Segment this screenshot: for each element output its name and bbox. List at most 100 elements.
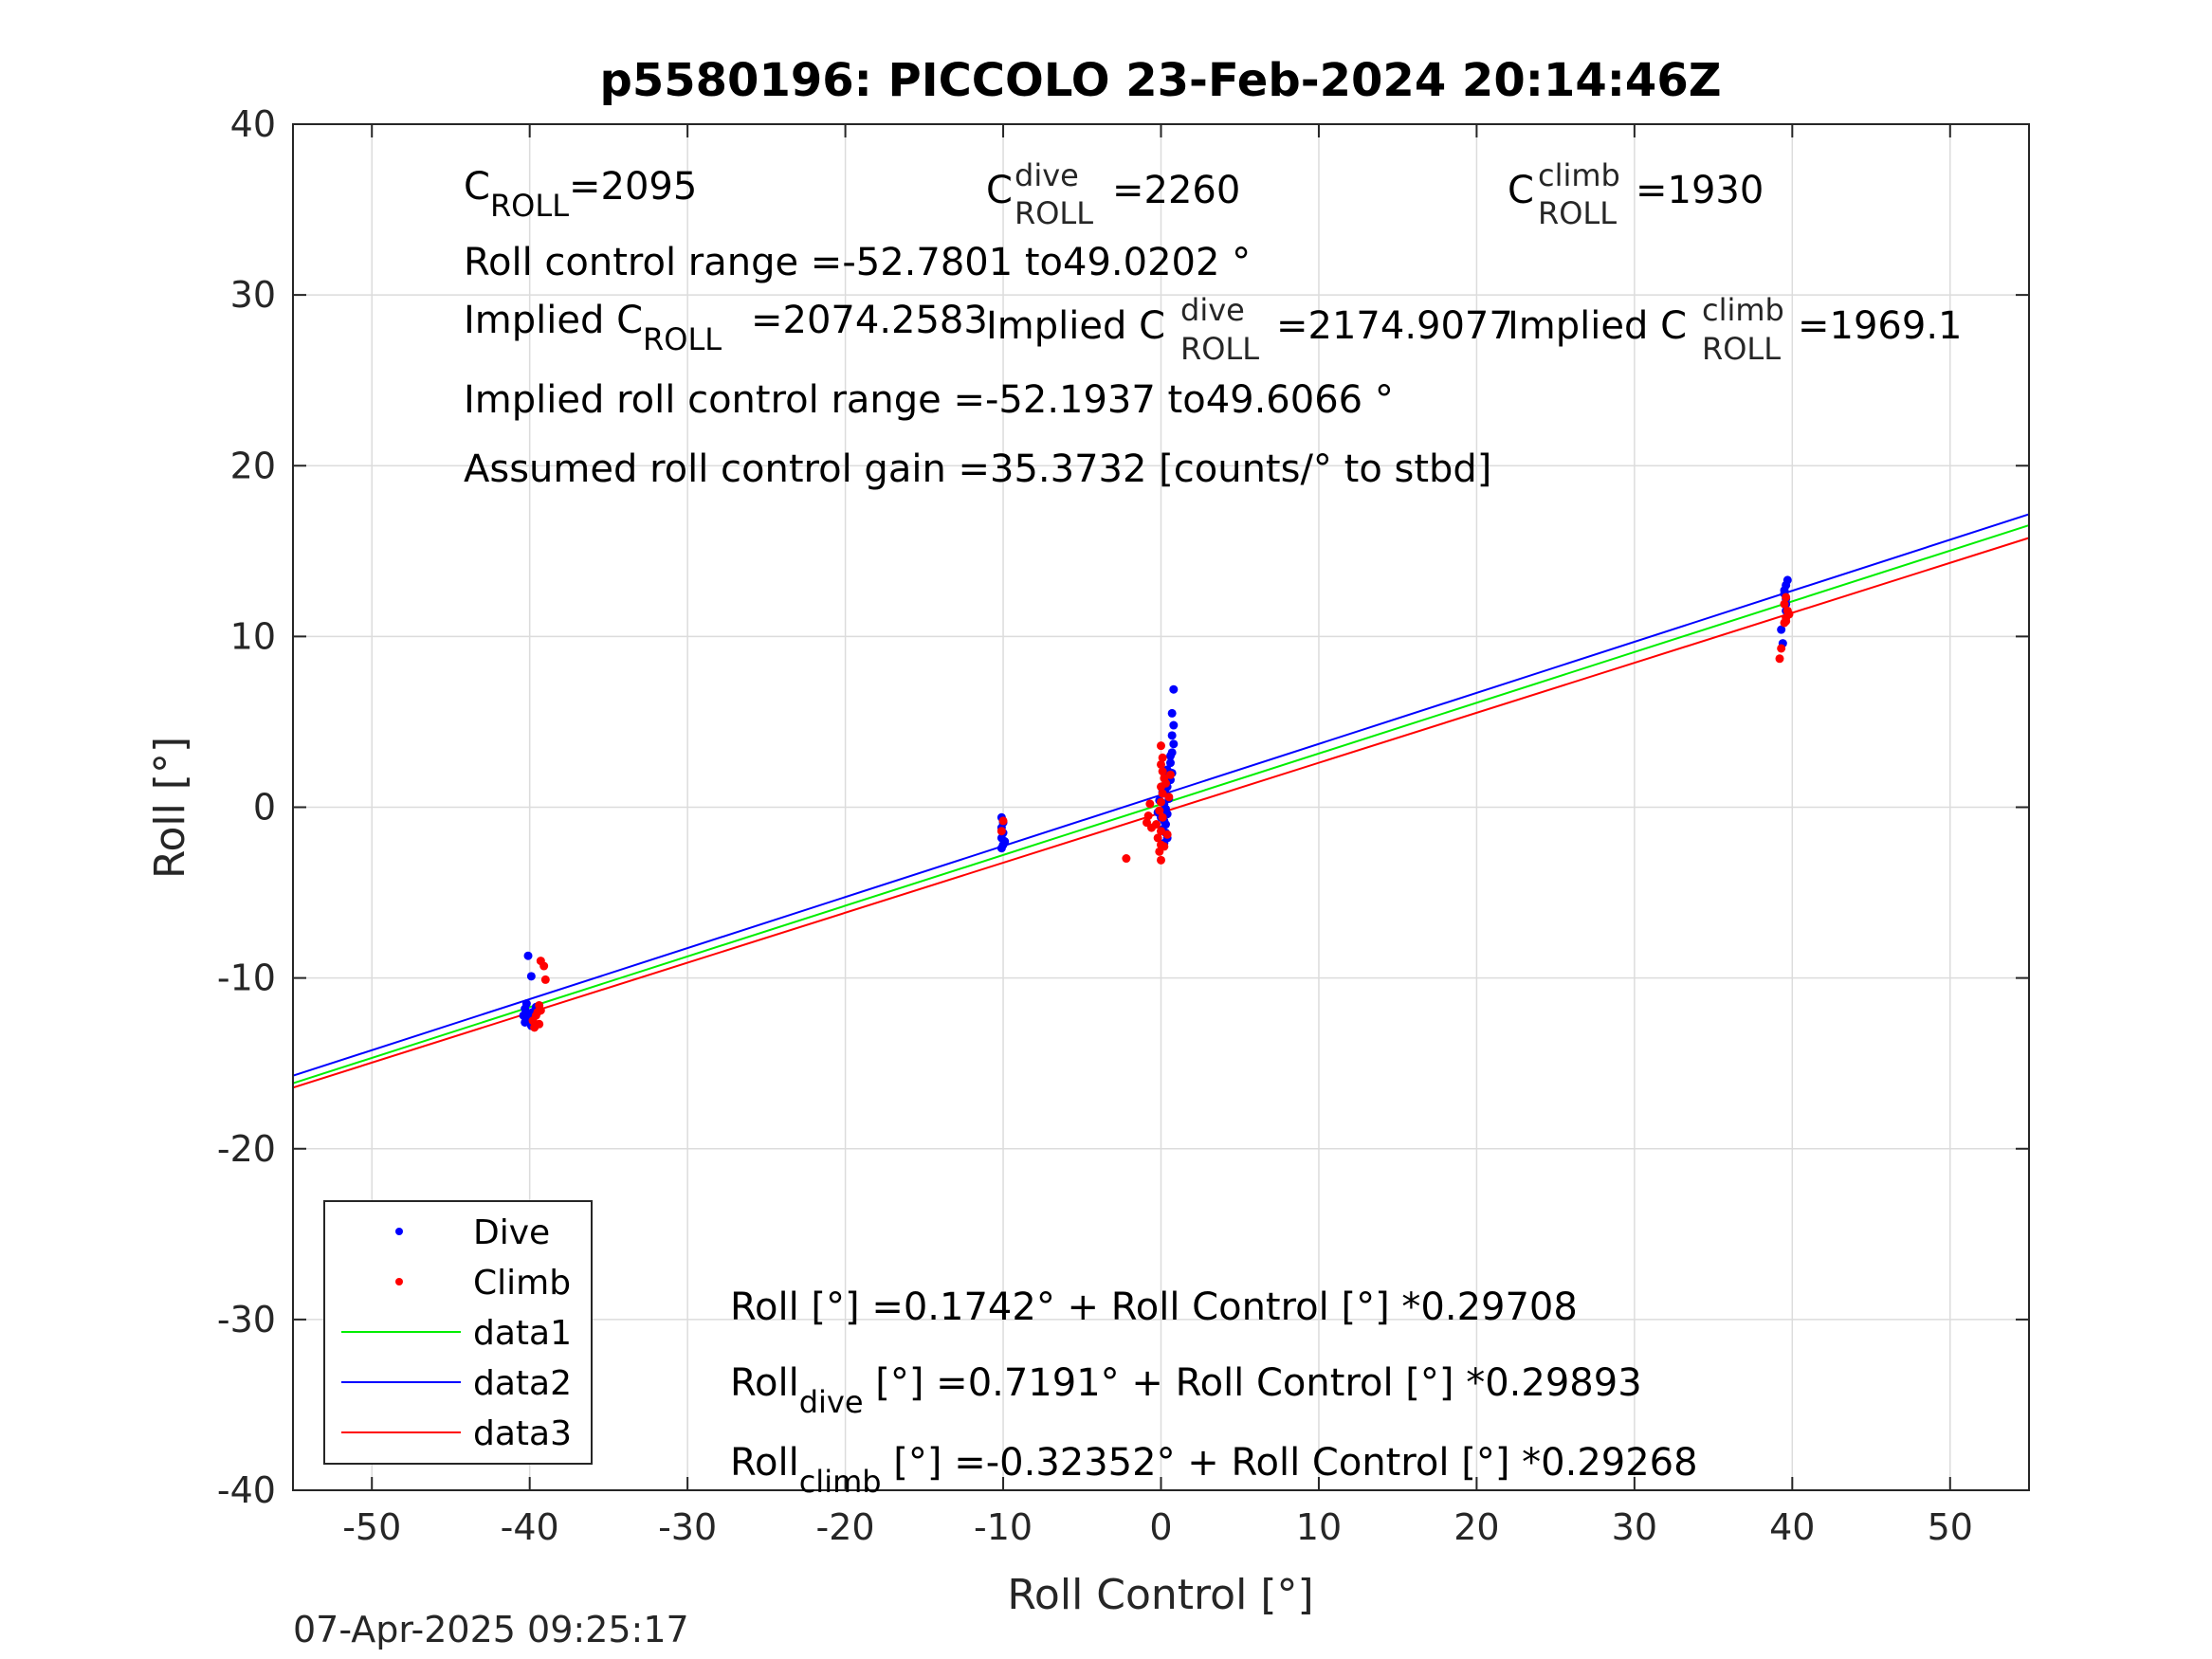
point-climb: [998, 816, 1008, 826]
annotation-implied-c-roll: Implied CROLL: [464, 299, 722, 357]
annotation-c-roll-dive-sup: dive: [1015, 157, 1079, 193]
x-tick-label: 30: [1612, 1506, 1657, 1548]
annotation-roll-control-range: Roll control range =-52.7801 to49.0202 °: [464, 241, 1251, 284]
point-climb: [1782, 592, 1791, 602]
point-climb: [1157, 741, 1165, 751]
point-dive: [1777, 625, 1786, 634]
annotation-fit-climb-base: Roll: [730, 1441, 799, 1485]
x-tick-label: -50: [342, 1506, 401, 1548]
annotation-implied-c-roll-sub: ROLL: [643, 321, 722, 357]
point-climb: [1157, 827, 1165, 836]
x-axis-label: Roll Control [°]: [1007, 1571, 1313, 1619]
point-dive: [1169, 684, 1179, 694]
data-points: [519, 575, 1794, 1032]
annotation-c-roll-climb-sub: ROLL: [1538, 195, 1617, 231]
x-tick-label: -40: [501, 1506, 559, 1548]
point-climb: [1153, 833, 1162, 843]
annotation-implied-c-roll-value: =2074.2583: [751, 299, 988, 342]
y-tick-label: 30: [230, 274, 276, 316]
x-tick-label: 40: [1769, 1506, 1815, 1548]
point-climb: [1157, 855, 1165, 865]
point-climb: [1143, 818, 1152, 828]
y-tick-label: -10: [217, 957, 276, 999]
annotation-fit-all: Roll [°] =0.1742° + Roll Control [°] *0.…: [730, 1285, 1578, 1329]
y-tick-label: -20: [217, 1128, 276, 1170]
point-climb: [1157, 797, 1165, 807]
point-climb: [1158, 753, 1167, 762]
point-climb: [1162, 830, 1172, 839]
annotation-c-roll-climb-base: C: [1508, 169, 1534, 212]
point-climb: [1782, 616, 1791, 626]
point-dive: [1165, 758, 1175, 768]
point-climb: [1145, 799, 1155, 809]
x-tick-label: -20: [816, 1506, 875, 1548]
annotation-c-roll: CROLL=2095: [464, 165, 697, 224]
legend: Dive Climb data1 data2 data3: [323, 1200, 593, 1465]
point-climb: [1777, 644, 1786, 653]
annotation-implied-roll-control-range: Implied roll control range =-52.1937 to4…: [464, 378, 1394, 422]
annotation-implied-c-roll-base: Implied C: [464, 299, 643, 342]
point-dive: [521, 1017, 530, 1027]
legend-dive-label: Dive: [473, 1213, 550, 1252]
point-climb: [1161, 778, 1170, 788]
point-dive: [1169, 720, 1179, 730]
legend-dive-marker: [395, 1228, 403, 1235]
y-tick-label: -40: [217, 1469, 276, 1511]
point-climb: [1158, 767, 1167, 776]
point-climb: [528, 1016, 538, 1026]
annotation-fit-climb-value: [°] =-0.32352° + Roll Control [°] *0.292…: [882, 1441, 1698, 1485]
annotation-implied-c-roll-dive-value: =2174.9077: [1276, 304, 1513, 348]
legend-data3-label: data3: [473, 1414, 572, 1453]
footer-timestamp: 07-Apr-2025 09:25:17: [293, 1609, 689, 1650]
annotation-fit-dive: Rolldive [°] =0.7191° + Roll Control [°]…: [730, 1361, 1642, 1420]
annotation-implied-c-roll-dive-sup: dive: [1180, 292, 1245, 328]
annotation-implied-c-roll-dive-sub: ROLL: [1180, 331, 1259, 367]
annotation-assumed-gain: Assumed roll control gain =35.3732 [coun…: [464, 447, 1491, 491]
point-dive: [523, 951, 533, 960]
point-dive: [526, 972, 536, 981]
point-climb: [1158, 789, 1167, 798]
legend-data2-label: data2: [473, 1364, 572, 1403]
point-climb: [1155, 806, 1164, 815]
annotation-c-roll-base: C: [464, 165, 490, 209]
chart-title: p5580196: PICCOLO 23-Feb-2024 20:14:46Z: [599, 54, 1721, 107]
annotation-fit-climb: Rollclimb [°] =-0.32352° + Roll Control …: [730, 1441, 1698, 1500]
point-dive: [996, 844, 1006, 853]
point-climb: [1780, 599, 1789, 609]
annotation-c-roll-dive: C: [986, 169, 1013, 212]
point-climb: [1784, 610, 1794, 619]
annotation-c-roll-sub: ROLL: [490, 188, 569, 224]
annotation-c-roll-dive-value: =2260: [1112, 169, 1240, 212]
annotation-fit-climb-sub: climb: [799, 1464, 882, 1500]
point-climb: [540, 975, 550, 984]
annotation-implied-c-roll-climb-sup: climb: [1702, 292, 1784, 328]
x-tick-label: 0: [1149, 1506, 1172, 1548]
point-climb: [536, 1006, 545, 1015]
x-tick-label: 50: [1928, 1506, 1973, 1548]
point-climb: [1143, 811, 1153, 821]
annotation-c-roll-climb-value: =1930: [1636, 169, 1764, 212]
y-tick-label: -30: [217, 1299, 276, 1340]
x-tick-label: -30: [658, 1506, 717, 1548]
point-climb: [1165, 770, 1175, 779]
point-climb: [539, 961, 549, 971]
annotation-implied-c-roll-dive: Implied C: [986, 304, 1165, 348]
point-climb: [1775, 654, 1784, 664]
point-climb: [1158, 812, 1167, 822]
point-climb: [996, 827, 1006, 836]
point-climb: [1160, 842, 1169, 851]
legend-climb-label: Climb: [473, 1264, 571, 1303]
point-climb: [1164, 793, 1174, 802]
y-tick-label: 40: [230, 103, 276, 145]
point-dive: [1167, 708, 1177, 718]
annotation-fit-dive-value: [°] =0.7191° + Roll Control [°] *0.29893: [864, 1361, 1642, 1405]
point-dive: [1167, 731, 1177, 740]
point-dive: [1169, 739, 1179, 749]
annotation-implied-c-roll-climb-sub: ROLL: [1702, 331, 1781, 367]
y-tick-label: 0: [253, 787, 276, 829]
x-tick-label: 20: [1453, 1506, 1499, 1548]
annotation-implied-c-roll-climb-value: =1969.1: [1798, 304, 1962, 348]
y-tick-label: 20: [230, 445, 276, 486]
y-tick-label: 10: [230, 615, 276, 657]
